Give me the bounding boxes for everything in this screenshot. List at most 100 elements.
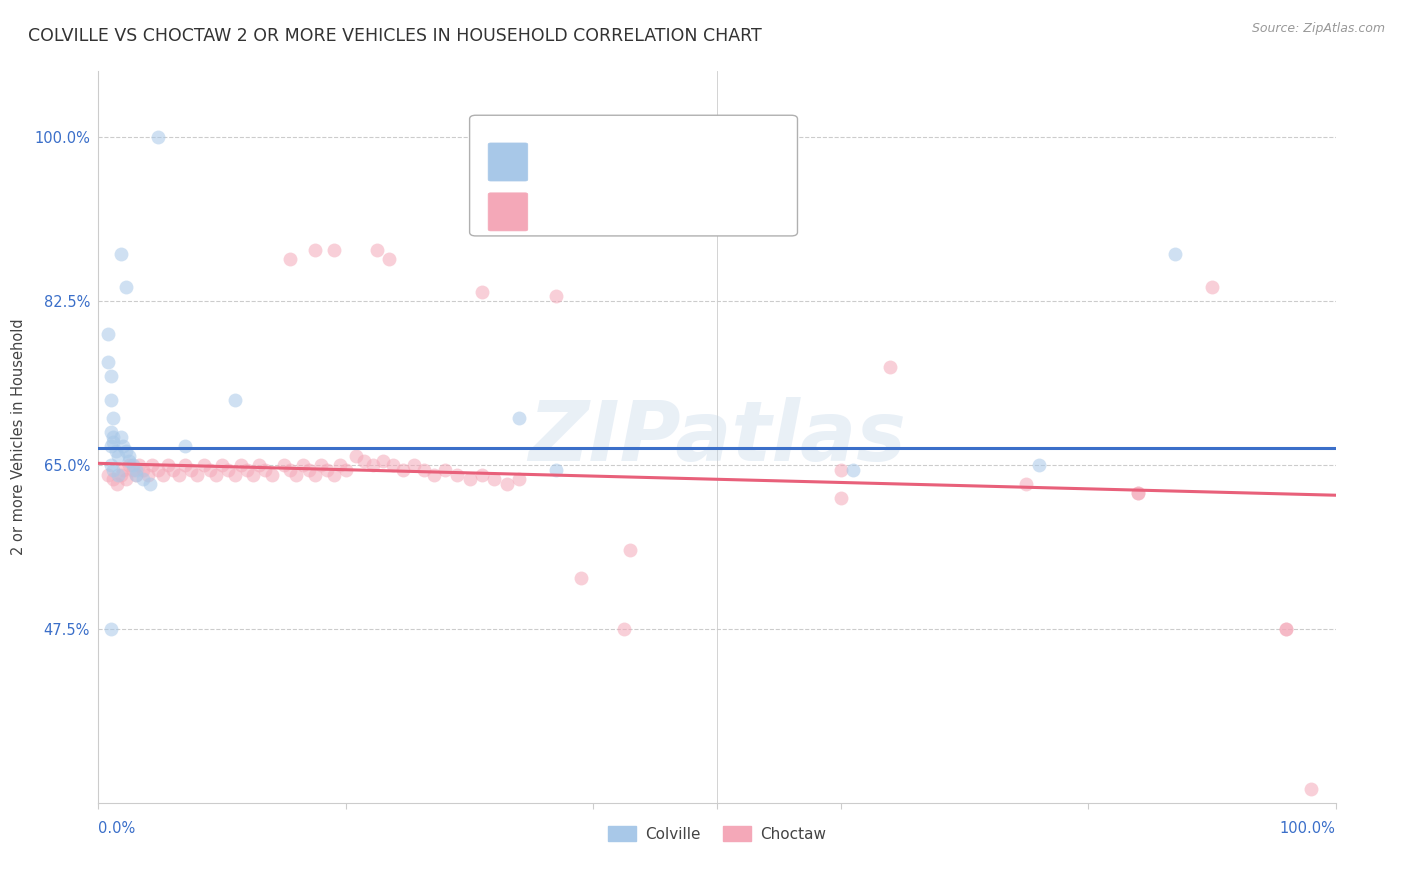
Point xyxy=(322,243,344,257)
Text: R =  0.000: R = 0.000 xyxy=(536,154,623,169)
Point xyxy=(247,458,270,473)
Point xyxy=(224,467,246,482)
Point xyxy=(110,467,132,482)
FancyBboxPatch shape xyxy=(470,115,797,235)
Point xyxy=(97,467,120,482)
Point xyxy=(1028,458,1050,473)
Point xyxy=(146,130,169,145)
Point xyxy=(273,458,295,473)
Point xyxy=(619,542,641,557)
Point xyxy=(124,463,146,477)
Point xyxy=(378,252,401,266)
Point xyxy=(353,453,375,467)
Point xyxy=(1201,280,1223,294)
Point xyxy=(830,491,852,505)
Point xyxy=(132,463,155,477)
Point xyxy=(103,463,125,477)
Point xyxy=(114,280,136,294)
Point xyxy=(335,463,357,477)
Point xyxy=(236,463,259,477)
Point xyxy=(167,467,190,482)
Point xyxy=(322,467,344,482)
Point xyxy=(122,458,145,473)
Point xyxy=(217,463,239,477)
Text: Source: ZipAtlas.com: Source: ZipAtlas.com xyxy=(1251,22,1385,36)
Point xyxy=(842,463,865,477)
Point xyxy=(1164,247,1187,261)
Point xyxy=(224,392,246,407)
Point xyxy=(260,467,283,482)
Point xyxy=(546,463,568,477)
Point xyxy=(879,359,901,374)
Point xyxy=(122,463,145,477)
Point xyxy=(458,472,481,486)
Point xyxy=(412,463,434,477)
Point xyxy=(141,458,163,473)
Point xyxy=(613,623,636,637)
Text: N = 80: N = 80 xyxy=(681,204,737,219)
Point xyxy=(132,472,155,486)
Point xyxy=(107,449,129,463)
Legend: Colville, Choctaw: Colville, Choctaw xyxy=(602,820,832,847)
Point xyxy=(391,463,413,477)
FancyBboxPatch shape xyxy=(488,143,527,181)
Point xyxy=(471,285,494,299)
Point xyxy=(508,411,530,425)
Point xyxy=(118,449,141,463)
Text: ZIPatlas: ZIPatlas xyxy=(529,397,905,477)
Point xyxy=(124,467,146,482)
Point xyxy=(186,467,208,482)
Text: COLVILLE VS CHOCTAW 2 OR MORE VEHICLES IN HOUSEHOLD CORRELATION CHART: COLVILLE VS CHOCTAW 2 OR MORE VEHICLES I… xyxy=(28,27,762,45)
Text: 100.0%: 100.0% xyxy=(1279,822,1336,836)
Point xyxy=(1299,781,1322,796)
Point xyxy=(433,463,456,477)
Point xyxy=(100,440,122,454)
Point xyxy=(366,243,388,257)
Point xyxy=(291,458,314,473)
Point xyxy=(1275,623,1298,637)
Point xyxy=(508,472,530,486)
Point xyxy=(103,430,125,444)
Point xyxy=(162,463,184,477)
Point xyxy=(114,444,136,458)
Y-axis label: 2 or more Vehicles in Household: 2 or more Vehicles in Household xyxy=(11,318,25,556)
Point xyxy=(361,458,384,473)
Point xyxy=(146,463,169,477)
Point xyxy=(1126,486,1149,500)
Point xyxy=(329,458,352,473)
Point xyxy=(100,425,122,440)
Point xyxy=(402,458,425,473)
Point xyxy=(254,463,277,477)
Point xyxy=(569,571,592,585)
Point xyxy=(344,449,367,463)
Point xyxy=(104,444,127,458)
Point xyxy=(446,467,468,482)
Point xyxy=(830,463,852,477)
Point xyxy=(118,458,141,473)
Point xyxy=(112,440,135,454)
Point xyxy=(198,463,221,477)
FancyBboxPatch shape xyxy=(488,193,527,231)
Point xyxy=(128,458,150,473)
Point xyxy=(484,472,506,486)
Point xyxy=(278,252,301,266)
Point xyxy=(495,477,517,491)
Point xyxy=(309,458,332,473)
Point xyxy=(229,458,252,473)
Point xyxy=(139,477,162,491)
Point xyxy=(174,440,197,454)
Text: R = -0.087: R = -0.087 xyxy=(536,204,624,219)
Text: N = 35: N = 35 xyxy=(681,154,737,169)
Point xyxy=(471,467,494,482)
Point xyxy=(298,463,321,477)
Point xyxy=(114,472,136,486)
Point xyxy=(136,467,159,482)
Point xyxy=(107,467,129,482)
Point xyxy=(100,623,122,637)
Point xyxy=(103,472,125,486)
Point xyxy=(110,430,132,444)
Point xyxy=(304,467,326,482)
Point xyxy=(156,458,179,473)
Point xyxy=(110,247,132,261)
Point xyxy=(371,453,394,467)
